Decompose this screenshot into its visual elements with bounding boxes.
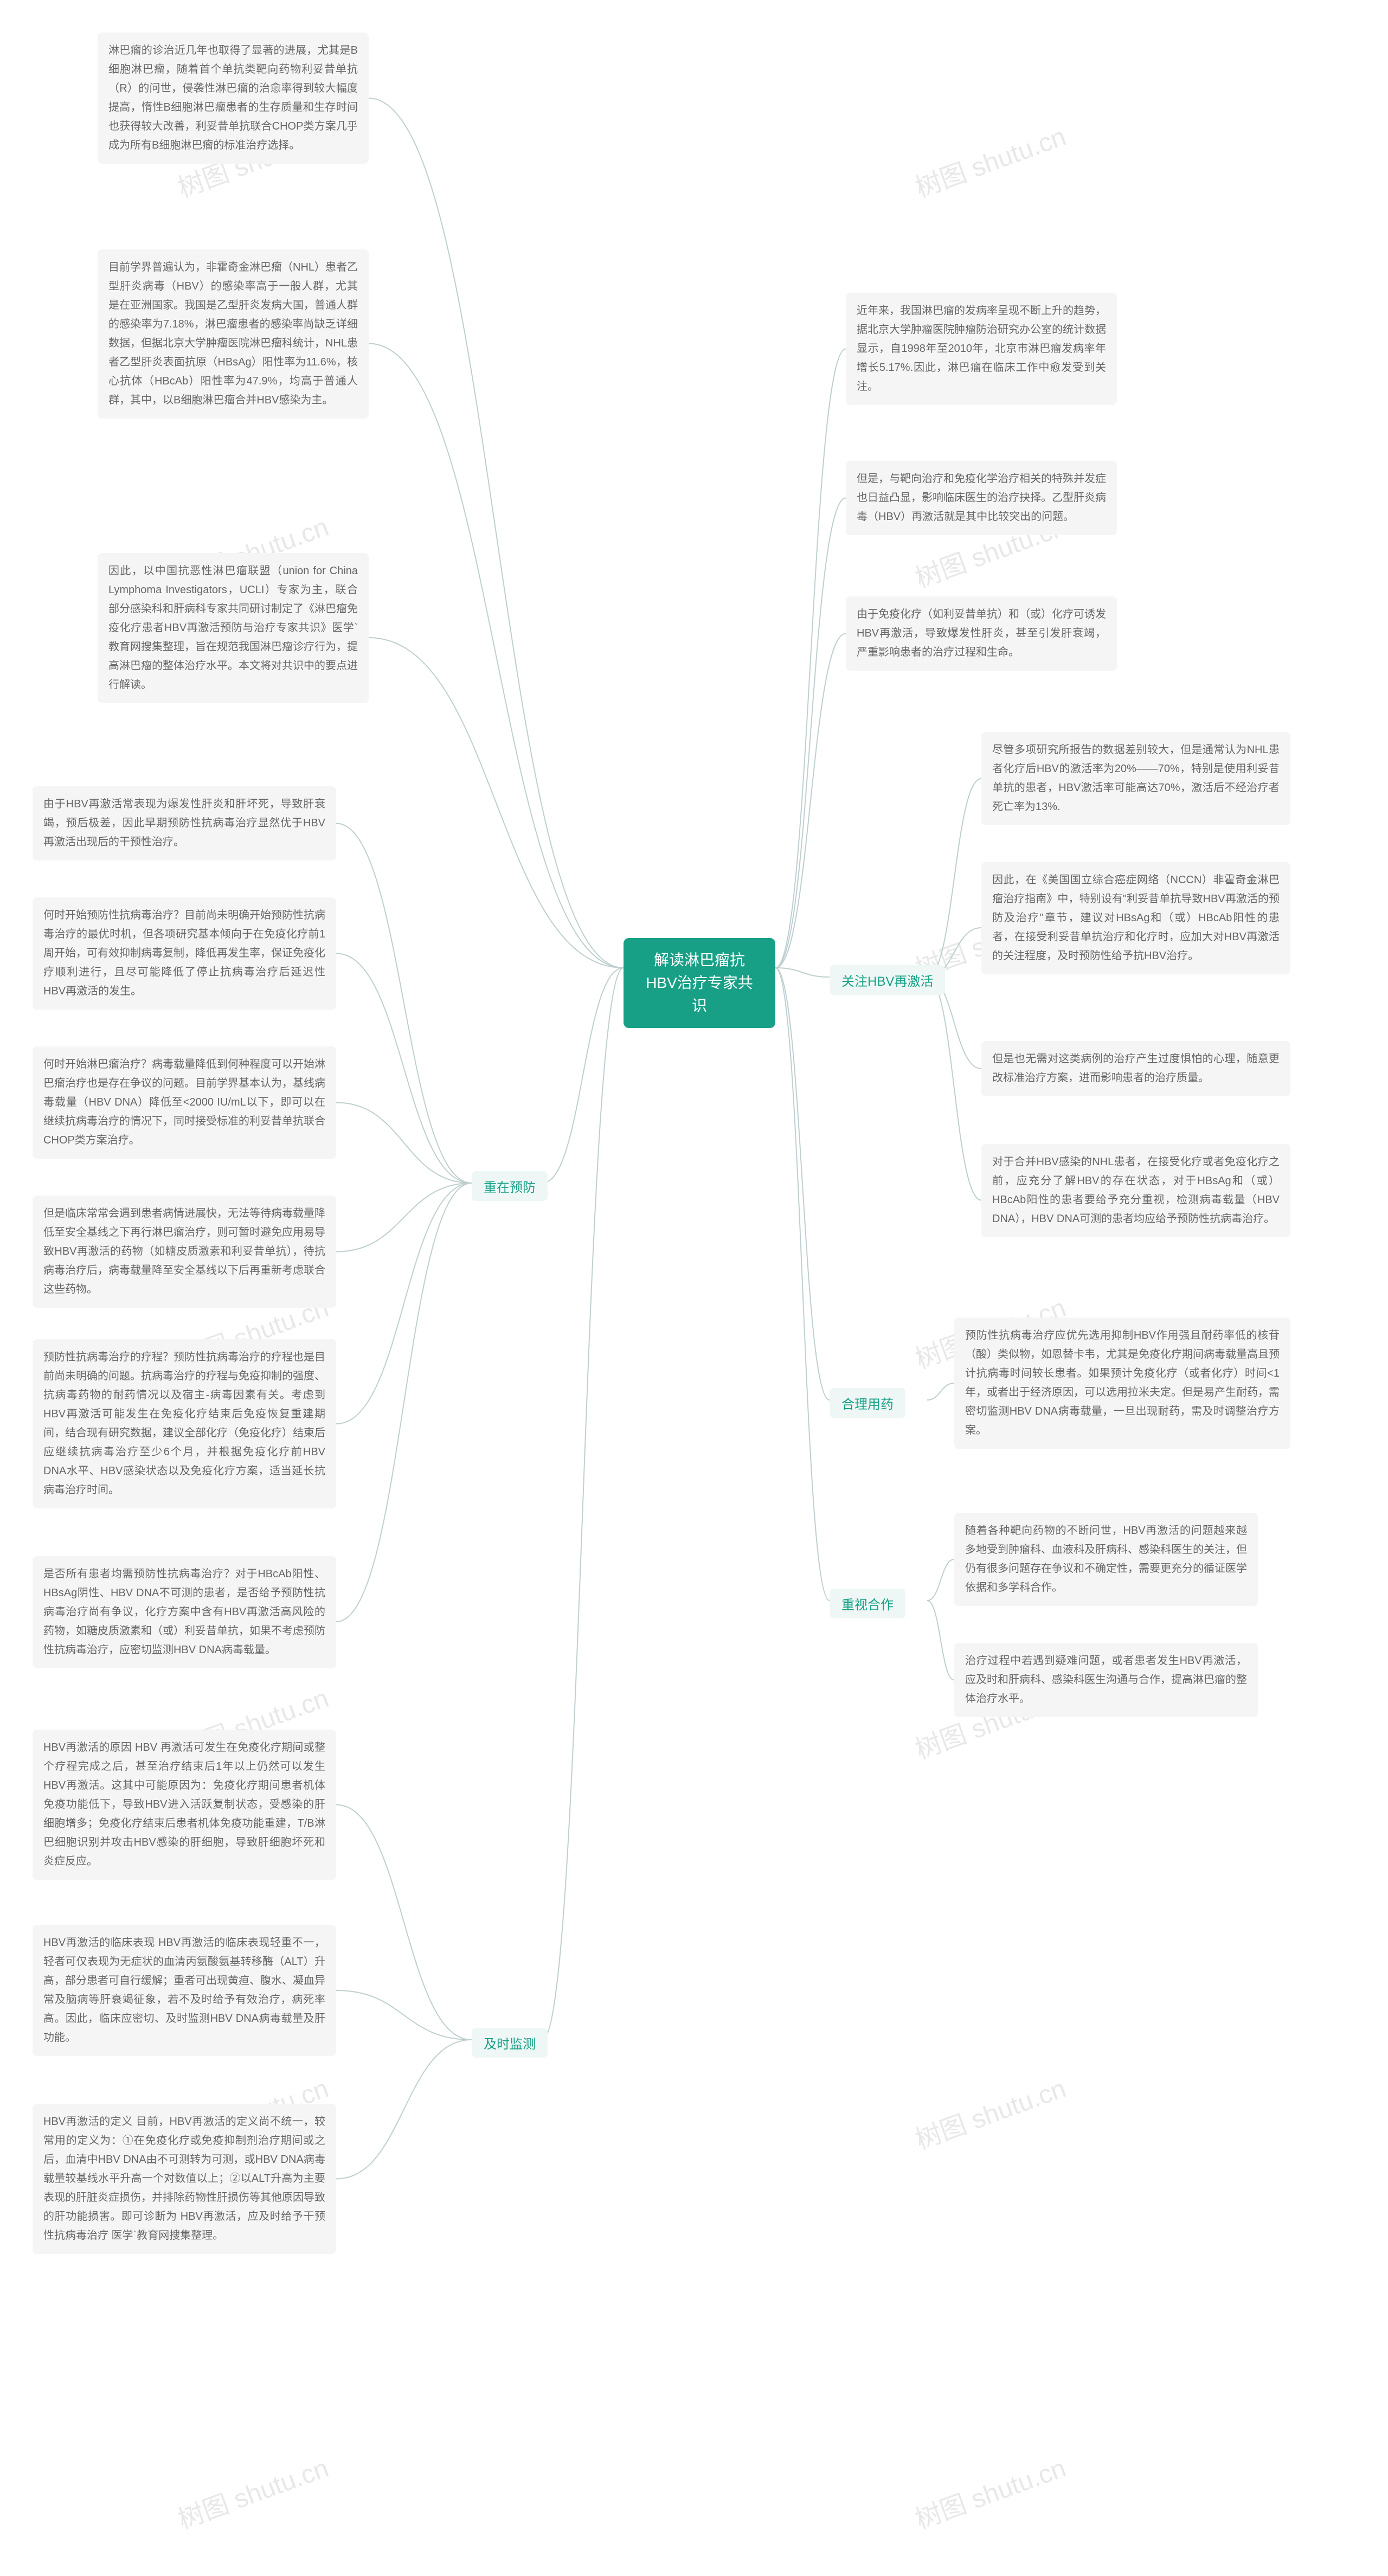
leaf-intro-0: 淋巴瘤的诊治近几年也取得了显著的进展，尤其是B细胞淋巴瘤，随着首个单抗类靶向药物… (98, 33, 369, 164)
branch-attention: 关注HBV再激活 (830, 965, 945, 995)
watermark: 树图 shutu.cn (909, 2067, 1070, 2156)
leaf-attention-3: 对于合并HBV感染的NHL患者，在接受化疗或者免疫化疗之前，应充分了解HBV的存… (981, 1144, 1290, 1237)
center-topic: 解读淋巴瘤抗HBV治疗专家共识 (624, 938, 775, 1028)
leaf-cooperation-0: 随着各种靶向药物的不断问世，HBV再激活的问题越来越多地受到肿瘤科、血液科及肝病… (954, 1513, 1258, 1606)
leaf-cooperation-1: 治疗过程中若遇到疑难问题，或者患者发生HBV再激活，应及时和肝病科、感染科医生沟… (954, 1643, 1258, 1717)
leaf-monitoring-2: HBV再激活的定义 目前，HBV再激活的定义尚不统一，较常用的定义为：①在免疫化… (33, 2104, 336, 2254)
leaf-prevention-2: 何时开始淋巴瘤治疗？病毒载量降低到何种程度可以开始淋巴瘤治疗也是存在争议的问题。… (33, 1046, 336, 1159)
leaf-attention-2: 但是也无需对这类病例的治疗产生过度惧怕的心理，随意更改标准治疗方案，进而影响患者… (981, 1041, 1290, 1096)
watermark: 树图 shutu.cn (909, 2446, 1070, 2536)
watermark: 树图 shutu.cn (172, 2446, 333, 2536)
leaf-monitoring-0: HBV再激活的原因 HBV 再激活可发生在免疫化疗期间或整个疗程完成之后，甚至治… (33, 1730, 336, 1880)
leaf-intro-2: 因此，以中国抗恶性淋巴瘤联盟（union for China Lymphoma … (98, 553, 369, 703)
leaf-prevention-1: 何时开始预防性抗病毒治疗？目前尚未明确开始预防性抗病毒治疗的最优时机，但各项研究… (33, 897, 336, 1010)
leaf-prevention-3: 但是临床常常会遇到患者病情进展快，无法等待病毒载量降低至安全基线之下再行淋巴瘤治… (33, 1196, 336, 1308)
branch-medication: 合理用药 (830, 1388, 905, 1418)
leaf-monitoring-1: HBV再激活的临床表现 HBV再激活的临床表现轻重不一，轻者可仅表现为无症状的血… (33, 1925, 336, 2056)
leaf-medication-0: 预防性抗病毒治疗应优先选用抑制HBV作用强且耐药率低的核苷（酸）类似物，如恩替卡… (954, 1318, 1290, 1449)
branch-monitoring: 及时监测 (472, 2028, 548, 2058)
leaf-intro-1: 目前学界普遍认为，非霍奇金淋巴瘤（NHL）患者乙型肝炎病毒（HBV）的感染率高于… (98, 249, 369, 419)
leaf-context-0: 近年来，我国淋巴瘤的发病率呈现不断上升的趋势，据北京大学肿瘤医院肿瘤防治研究办公… (846, 293, 1117, 405)
leaf-context-1: 但是，与靶向治疗和免疫化学治疗相关的特殊并发症也日益凸显，影响临床医生的治疗抉择… (846, 461, 1117, 535)
leaf-prevention-4: 预防性抗病毒治疗的疗程？预防性抗病毒治疗的疗程也是目前尚未明确的问题。抗病毒治疗… (33, 1339, 336, 1508)
watermark: 树图 shutu.cn (909, 115, 1070, 204)
leaf-context-2: 由于免疫化疗（如利妥昔单抗）和（或）化疗可诱发HBV再激活，导致爆发性肝炎，甚至… (846, 596, 1117, 671)
leaf-prevention-5: 是否所有患者均需预防性抗病毒治疗？对于HBcAb阳性、HBsAg阴性、HBV D… (33, 1556, 336, 1668)
leaf-attention-0: 尽管多项研究所报告的数据差别较大，但是通常认为NHL患者化疗后HBV的激活率为2… (981, 732, 1290, 825)
leaf-prevention-0: 由于HBV再激活常表现为爆发性肝炎和肝坏死，导致肝衰竭，预后极差，因此早期预防性… (33, 786, 336, 860)
branch-prevention: 重在预防 (472, 1171, 548, 1201)
leaf-attention-1: 因此，在《美国国立综合癌症网络（NCCN）非霍奇金淋巴瘤治疗指南》中，特别设有"… (981, 862, 1290, 974)
branch-cooperation: 重视合作 (830, 1589, 905, 1618)
